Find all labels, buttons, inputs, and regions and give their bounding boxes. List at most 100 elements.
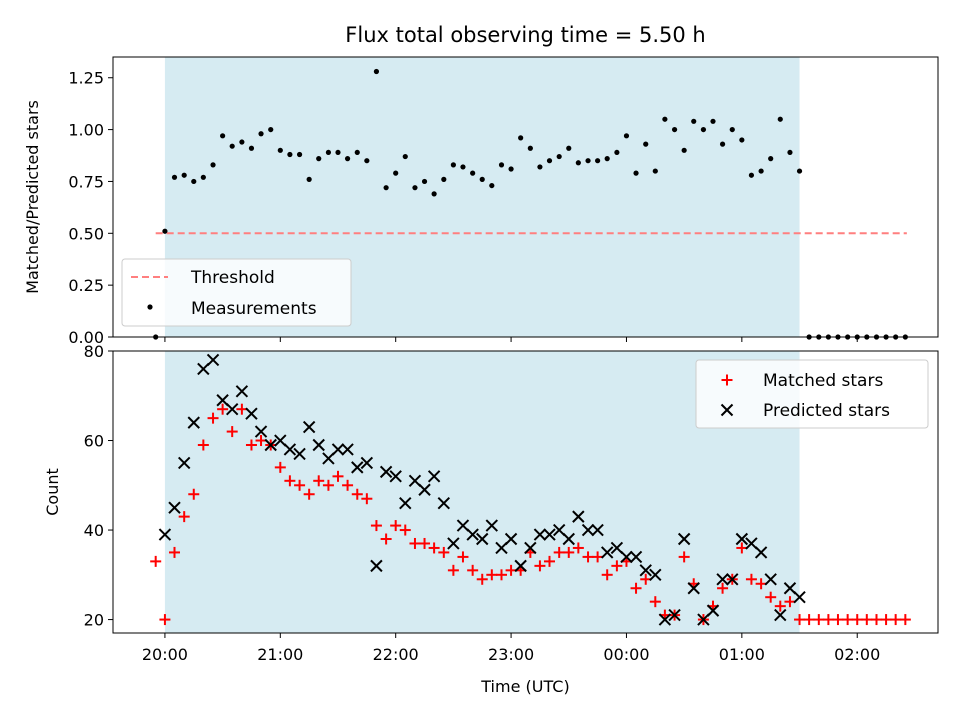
x-tick-label: 00:00	[603, 645, 649, 664]
matched-star-marker	[197, 439, 209, 451]
measurement-point	[758, 168, 764, 174]
measurement-points	[153, 68, 908, 340]
matched-star-marker	[717, 582, 729, 594]
measurement-point	[354, 149, 360, 156]
measurement-point	[239, 139, 245, 145]
predicted-star-marker	[360, 456, 374, 470]
predicted-star-marker	[322, 452, 335, 465]
matched-star-marker	[649, 596, 661, 608]
predicted-star-marker	[447, 537, 460, 550]
measurement-point	[431, 191, 437, 197]
measurement-point	[652, 168, 658, 174]
y-tick-label: 0.00	[68, 328, 104, 347]
measurement-point	[604, 156, 610, 162]
measurement-point	[393, 170, 399, 176]
predicted-star-marker	[629, 550, 643, 564]
measurement-point	[344, 156, 351, 162]
matched-star-marker	[842, 614, 854, 626]
measurement-point	[181, 172, 187, 178]
matched-star-marker	[822, 614, 834, 626]
predicted-star-marker	[456, 519, 470, 532]
matched-star-marker	[784, 596, 796, 608]
measurement-point	[200, 174, 206, 180]
predicted-star-marker	[687, 582, 700, 595]
measurement-point	[614, 149, 620, 156]
measurement-point	[306, 176, 312, 182]
matched-star-marker	[630, 582, 642, 594]
predicted-star-marker	[216, 394, 229, 407]
predicted-star-marker	[197, 362, 210, 376]
predicted-star-marker	[716, 573, 729, 586]
matched-star-marker	[226, 426, 238, 438]
bottom-legend: Matched stars Predicted stars	[695, 359, 929, 429]
matched-star-marker	[457, 551, 469, 563]
matched-star-marker	[601, 569, 613, 581]
ratio-panel: 0.00 0.25 0.50 0.75 1.00 1.25 Flux total obse…	[23, 23, 939, 347]
matched-star-marker	[736, 542, 748, 554]
measurement-point	[383, 185, 389, 191]
measurement-point	[470, 170, 476, 176]
bottom-legend-box	[695, 359, 929, 429]
matched-star-marker	[438, 546, 450, 558]
matched-star-marker	[188, 488, 200, 500]
predicted-star-markers	[158, 353, 806, 626]
matched-star-marker	[245, 439, 257, 451]
measurement-point	[364, 158, 370, 164]
matched-star-marker	[178, 511, 190, 523]
predicted-star-marker	[524, 541, 537, 555]
measurement-point	[623, 133, 630, 139]
measurement-point	[325, 149, 332, 156]
predicted-star-marker	[677, 532, 691, 546]
predicted-star-marker	[552, 523, 566, 537]
matched-star-marker	[419, 537, 431, 549]
measurement-point	[575, 160, 581, 166]
predicted-star-marker	[745, 537, 758, 550]
matched-star-marker	[361, 493, 373, 505]
matched-star-marker	[553, 546, 565, 558]
predicted-star-marker	[764, 573, 777, 586]
matched-star-marker	[745, 573, 757, 585]
x-tick-label: 23:00	[488, 645, 534, 664]
matched-star-marker	[486, 569, 498, 581]
measurement-point	[662, 116, 668, 122]
legend-measurements-label: Measurements	[191, 299, 317, 319]
predicted-star-marker	[235, 385, 249, 398]
predicted-star-marker	[187, 416, 200, 429]
x-tick-label: 20:00	[142, 645, 188, 664]
matched-star-marker	[255, 435, 267, 447]
measurement-point	[171, 174, 178, 180]
measurement-point	[450, 162, 456, 168]
measurement-point	[220, 133, 226, 139]
matched-star-marker	[409, 537, 421, 549]
measurement-point	[258, 131, 264, 137]
measurement-point	[777, 116, 783, 122]
matched-star-marker	[332, 470, 344, 482]
x-tick-label: 22:00	[373, 645, 419, 664]
matched-star-marker	[572, 542, 584, 554]
predicted-star-marker	[293, 447, 306, 461]
matched-star-marker	[169, 546, 180, 558]
measurement-point	[796, 168, 803, 174]
predicted-star-marker	[331, 443, 345, 456]
measurement-point	[671, 126, 678, 133]
matched-star-marker	[447, 564, 459, 576]
measurement-point	[595, 158, 601, 164]
predicted-star-marker	[283, 443, 297, 456]
matched-star-marker	[505, 564, 517, 576]
measurement-point	[402, 153, 408, 160]
measurement-point	[556, 153, 562, 160]
predicted-star-marker	[389, 470, 402, 483]
predicted-star-marker	[302, 420, 316, 434]
top-axes-frame	[112, 56, 939, 338]
predicted-star-marker	[533, 528, 547, 541]
matched-star-marker	[563, 546, 575, 558]
legend-threshold-label: Threshold	[190, 268, 275, 288]
matched-star-marker	[794, 614, 806, 626]
bottom-axes-frame	[112, 350, 939, 634]
measurement-point	[277, 147, 283, 153]
predicted-star-marker	[379, 465, 393, 479]
predicted-star-marker	[639, 564, 652, 577]
predicted-star-marker	[437, 496, 451, 510]
top-y-ticks: 0.00 0.25 0.50 0.75 1.00 1.25	[68, 69, 113, 347]
